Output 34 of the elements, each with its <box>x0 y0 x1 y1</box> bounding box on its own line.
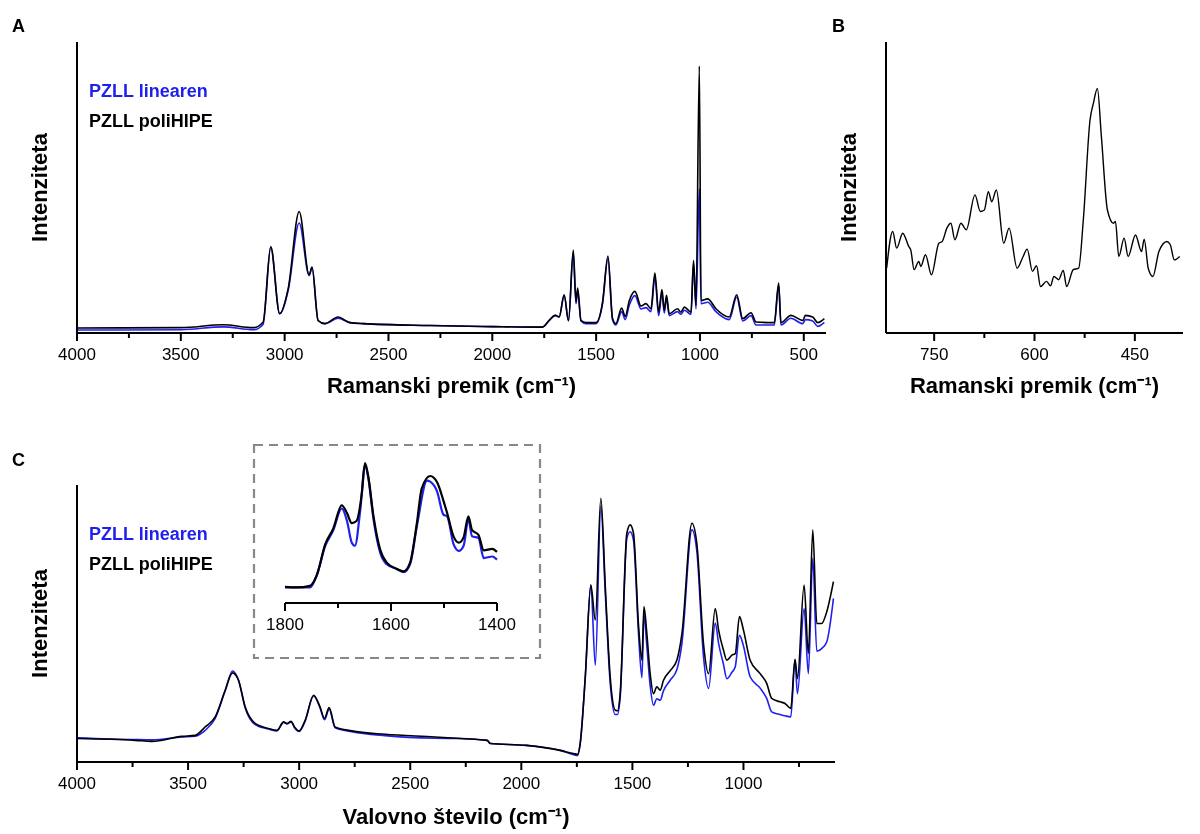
x-tick-label: 450 <box>1120 345 1150 364</box>
chart-title: B <box>832 16 845 36</box>
x-tick-label: 2000 <box>502 774 541 793</box>
x-tick-label: 600 <box>1020 345 1049 364</box>
x-tick-label: 1000 <box>681 345 719 364</box>
x-tick-label: 2500 <box>369 345 408 364</box>
x-tick-label: 3500 <box>169 774 207 793</box>
x-axis-title: Ramanski premik (cm⁻¹) <box>326 373 577 398</box>
x-tick-label: 500 <box>789 345 818 364</box>
text: PZLL poliHIPE <box>89 554 213 574</box>
x-tick-label: 3000 <box>265 345 304 364</box>
x-tick-label: 1500 <box>577 345 616 364</box>
y-axis-title: Intenziteta <box>27 132 52 242</box>
x-axis-title: Valovno število (cm⁻¹) <box>342 804 570 829</box>
x-tick-label: 750 <box>919 345 949 364</box>
x-tick-label: 1800 <box>266 615 304 634</box>
x-tick-label: 4000 <box>58 345 96 364</box>
x-tick-label: 4000 <box>58 774 96 793</box>
text: PZLL poliHIPE <box>89 111 213 131</box>
text: PZLL linearen <box>89 524 208 544</box>
x-tick-label: 3500 <box>161 345 200 364</box>
x-tick-label: 3000 <box>280 774 319 793</box>
x-tick-label: 1000 <box>724 774 763 793</box>
x-tick-label: 2000 <box>473 345 512 364</box>
x-tick-label: 1400 <box>478 615 516 634</box>
x-tick-label: 1600 <box>372 615 410 634</box>
x-axis-title: Ramanski premik (cm⁻¹) <box>909 373 1160 398</box>
text: PZLL linearen <box>89 81 208 101</box>
chart-title: C <box>12 450 25 470</box>
y-axis-title: Intenziteta <box>836 132 861 242</box>
x-tick-label: 1500 <box>613 774 652 793</box>
y-axis-title: Intenziteta <box>27 568 52 678</box>
x-tick-label: 2500 <box>391 774 430 793</box>
chart-title: A <box>12 16 25 36</box>
